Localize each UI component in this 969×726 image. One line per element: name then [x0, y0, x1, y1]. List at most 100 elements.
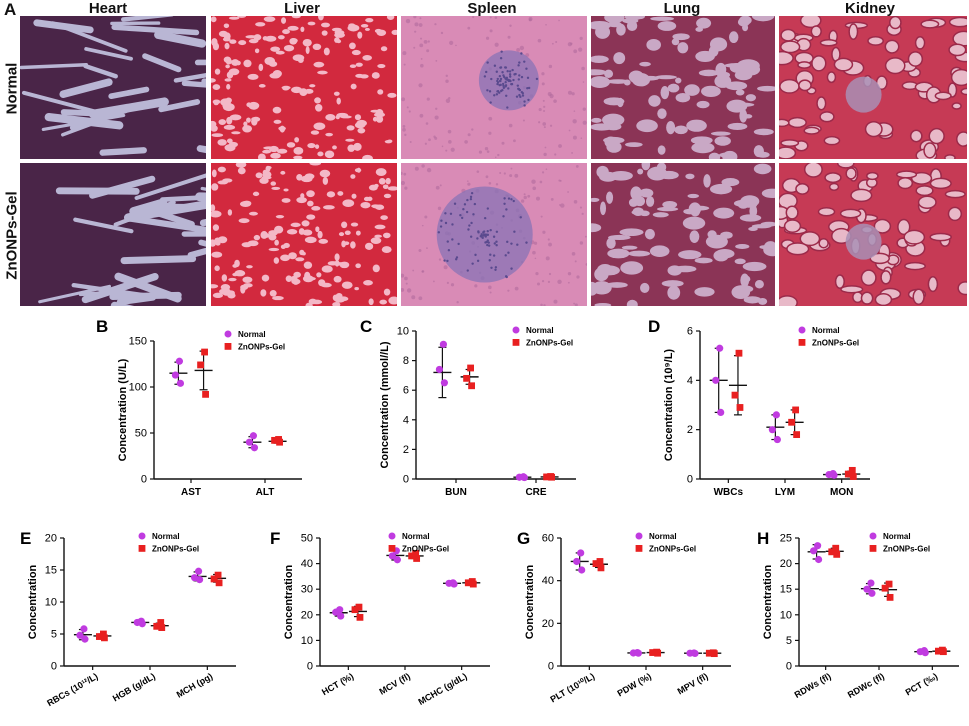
data-point-normal	[76, 631, 84, 639]
y-tick-label: 4	[403, 414, 409, 426]
row-title-normal: Normal	[3, 62, 21, 115]
y-tick-label: 10	[45, 597, 57, 609]
data-point-gel	[885, 580, 893, 588]
data-point-normal	[520, 473, 528, 482]
x-tick-label: PCT (‰)	[904, 671, 940, 697]
data-point-gel	[214, 571, 222, 579]
x-tick-label: MPV (fl)	[676, 671, 710, 696]
data-point-gel	[832, 544, 840, 552]
x-tick-label: BUN	[445, 487, 467, 498]
y-tick-label: 0	[141, 474, 147, 486]
data-point-normal	[717, 408, 725, 416]
data-point-normal	[176, 379, 185, 387]
data-point-normal	[439, 340, 447, 348]
data-point-gel	[356, 613, 364, 621]
data-point-normal	[814, 542, 822, 550]
y-tick-label: 15	[780, 584, 792, 596]
y-axis-label: Concentration	[762, 564, 774, 639]
y-tick-label: 50	[135, 428, 147, 440]
y-tick-label: 60	[542, 533, 554, 545]
histology-lung-normal	[591, 16, 775, 159]
legend-label-gel: ZnONPs-Gel	[649, 545, 696, 554]
data-point-gel	[355, 603, 363, 611]
data-point-gel	[468, 382, 475, 390]
panel-f-letter: F	[270, 529, 280, 548]
data-point-gel	[271, 436, 278, 444]
x-tick-label: WBCs	[714, 487, 744, 498]
data-point-gel	[202, 390, 209, 398]
y-tick-label: 100	[129, 382, 147, 394]
data-point-normal	[577, 549, 585, 557]
chart-h: H 0 5 10 15 20 25 Concentration RDWs (fl) RDWc (f…	[757, 529, 959, 700]
histology-lung-gel	[591, 163, 775, 306]
y-tick-label: 10	[301, 635, 313, 647]
y-tick-label: 40	[301, 558, 313, 570]
data-point-gel	[157, 619, 165, 626]
data-point-gel	[881, 584, 889, 592]
y-axis-label: Concentration	[283, 564, 295, 639]
y-tick-label: 20	[780, 558, 792, 570]
data-point-normal	[768, 426, 776, 434]
chart-g: G 0 20 40 60 Concentration PLT (10¹⁰/L) PDW (%)…	[517, 529, 731, 704]
legend-label-gel: ZnONPs-Gel	[883, 545, 930, 554]
legend-marker-gel	[224, 343, 232, 350]
data-point-gel	[210, 575, 218, 583]
data-point-normal	[388, 552, 396, 560]
legend-marker-normal	[388, 532, 396, 540]
histology-heart-normal	[20, 16, 206, 159]
y-tick-label: 6	[687, 326, 693, 338]
y-tick-label: 15	[45, 565, 57, 577]
legend-marker-gel	[512, 339, 520, 346]
y-tick-label: 0	[403, 474, 409, 486]
data-point-normal	[578, 566, 586, 574]
y-tick-label: 8	[403, 355, 409, 367]
data-point-gel	[412, 549, 420, 557]
data-point-gel	[849, 473, 857, 480]
data-point-normal	[81, 635, 89, 643]
data-point-normal	[634, 649, 642, 657]
column-title-lung: Lung	[663, 0, 701, 17]
data-point-normal	[867, 579, 875, 587]
x-tick-label: MCHC (g/dL)	[416, 671, 468, 707]
data-point-normal	[195, 576, 204, 584]
x-tick-label: AST	[181, 487, 201, 498]
data-point-normal	[450, 580, 458, 588]
data-point-gel	[96, 633, 103, 640]
y-axis-label: Concentration	[524, 564, 536, 639]
data-point-normal	[810, 547, 818, 555]
column-title-kidney: Kidney	[844, 0, 895, 17]
y-tick-label: 5	[51, 629, 57, 641]
chart-e: E 0 5 10 15 20 Concentration RBCs (10¹²/L) HGB (…	[20, 529, 236, 708]
histology-kidney-gel	[779, 163, 967, 306]
legend-marker-normal	[869, 532, 877, 540]
data-point-normal	[773, 435, 781, 444]
data-point-normal	[772, 411, 780, 419]
x-tick-label: HGB (g/dL)	[111, 671, 157, 703]
data-point-normal	[332, 608, 340, 616]
data-point-normal	[921, 649, 929, 657]
data-point-normal	[337, 612, 345, 620]
column-title-liver: Liver	[284, 0, 320, 17]
legend-label-normal: Normal	[883, 532, 911, 541]
data-point-normal	[175, 357, 184, 365]
data-point-normal	[573, 557, 581, 566]
data-point-normal	[171, 371, 180, 379]
y-tick-label: 0	[687, 474, 693, 486]
data-point-gel	[649, 649, 657, 656]
data-point-gel	[153, 622, 161, 630]
data-point-gel	[469, 580, 477, 588]
data-point-normal	[712, 376, 720, 384]
data-point-gel	[792, 406, 800, 414]
legend-marker-gel	[138, 545, 146, 552]
x-tick-label: MON	[830, 487, 853, 498]
histology-liver-normal	[211, 16, 397, 159]
data-point-normal	[250, 444, 259, 452]
y-tick-label: 150	[129, 336, 147, 348]
legend-label-normal: Normal	[649, 532, 677, 541]
column-title-spleen: Spleen	[467, 0, 517, 17]
legend-label-gel: ZnONPs-Gel	[402, 545, 449, 554]
data-point-gel	[467, 364, 474, 372]
x-tick-label: HCT (%)	[320, 671, 355, 697]
data-point-gel	[654, 649, 662, 657]
y-tick-label: 40	[542, 575, 554, 587]
